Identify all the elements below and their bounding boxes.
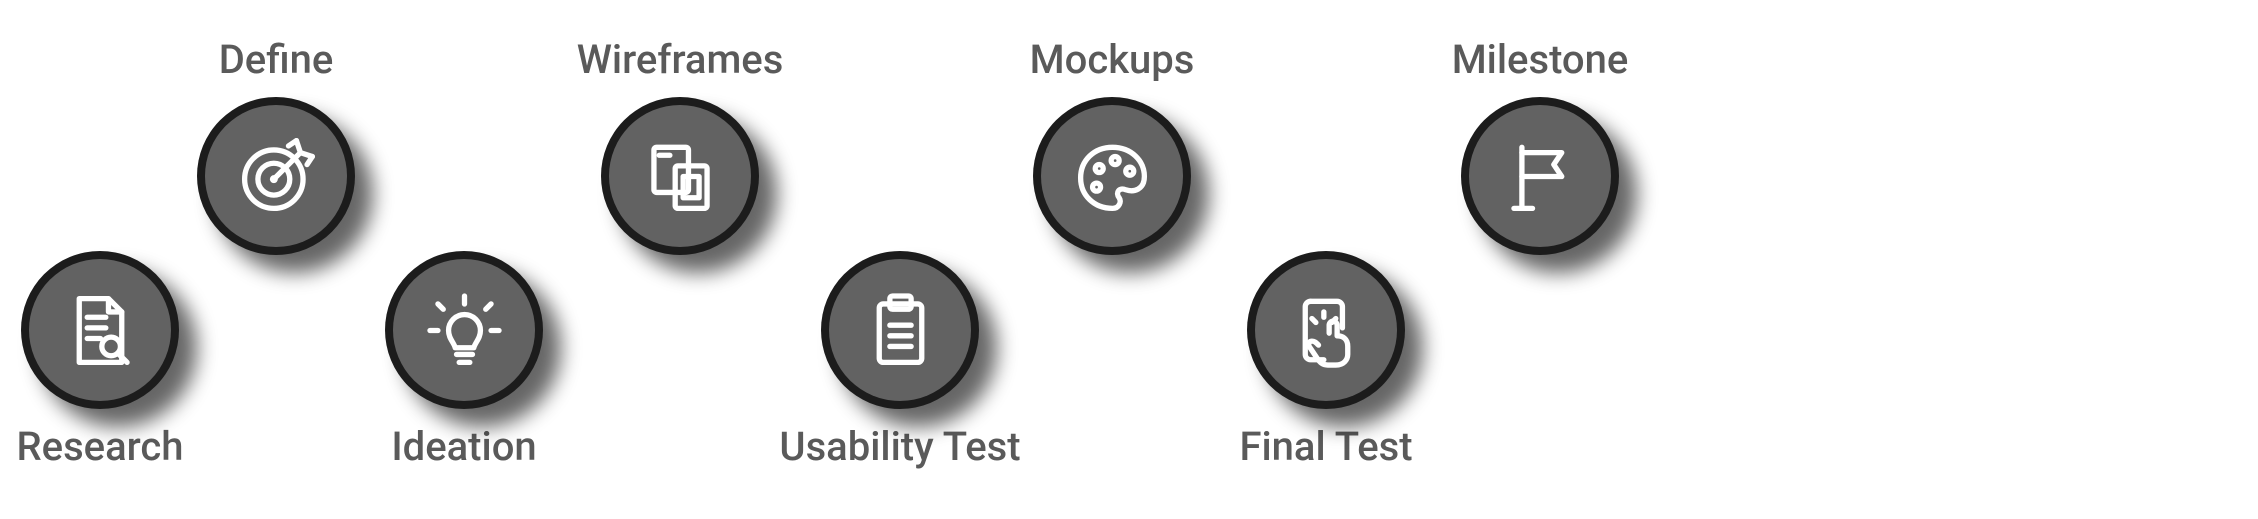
document-search-icon xyxy=(58,288,143,373)
step-label: Research xyxy=(16,423,183,470)
step-mockups: Mockups xyxy=(1030,36,1195,255)
step-finaltest: Final Test xyxy=(1239,251,1412,470)
step-circle xyxy=(1461,97,1619,255)
step-label: Final Test xyxy=(1239,423,1412,470)
step-circle xyxy=(601,97,759,255)
target-icon xyxy=(234,134,319,219)
step-circle xyxy=(1033,97,1191,255)
step-label: Define xyxy=(219,36,334,83)
step-usability: Usability Test xyxy=(779,251,1020,470)
lightbulb-icon xyxy=(422,288,507,373)
step-circle xyxy=(821,251,979,409)
step-circle xyxy=(385,251,543,409)
step-circle xyxy=(21,251,179,409)
step-label: Mockups xyxy=(1030,36,1195,83)
process-diagram: Research Define Ideation Wireframes Usabilit… xyxy=(0,0,2258,519)
step-label: Wireframes xyxy=(577,36,784,83)
step-circle xyxy=(197,97,355,255)
step-research: Research xyxy=(16,251,183,470)
step-wireframes: Wireframes xyxy=(577,36,784,255)
flag-icon xyxy=(1498,134,1583,219)
step-circle xyxy=(1247,251,1405,409)
step-milestone: Milestone xyxy=(1452,36,1629,255)
step-label: Ideation xyxy=(391,423,536,470)
tap-test-icon xyxy=(1284,288,1369,373)
step-label: Milestone xyxy=(1452,36,1629,83)
step-ideation: Ideation xyxy=(385,251,543,470)
palette-icon xyxy=(1070,134,1155,219)
wireframes-icon xyxy=(638,134,723,219)
step-label: Usability Test xyxy=(779,423,1020,470)
clipboard-icon xyxy=(858,288,943,373)
step-define: Define xyxy=(197,36,355,255)
